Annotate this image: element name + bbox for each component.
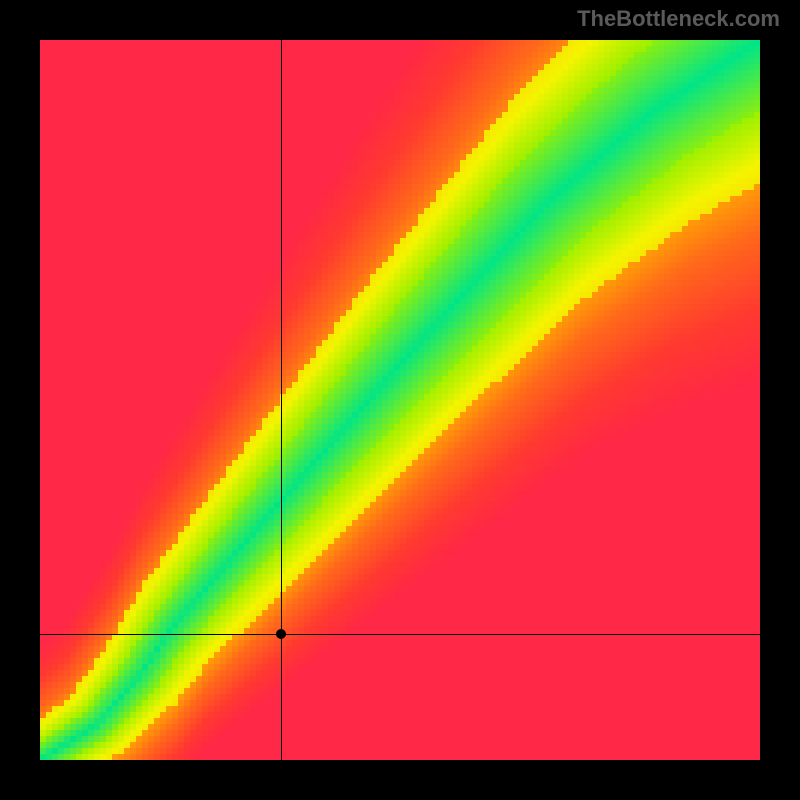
- figure-frame: TheBottleneck.com: [0, 0, 800, 800]
- crosshair-marker: [276, 629, 286, 639]
- watermark-text: TheBottleneck.com: [577, 6, 780, 32]
- heatmap-canvas: [40, 40, 760, 760]
- crosshair-vertical: [281, 40, 282, 760]
- plot-area: [40, 40, 760, 760]
- crosshair-horizontal: [40, 634, 760, 635]
